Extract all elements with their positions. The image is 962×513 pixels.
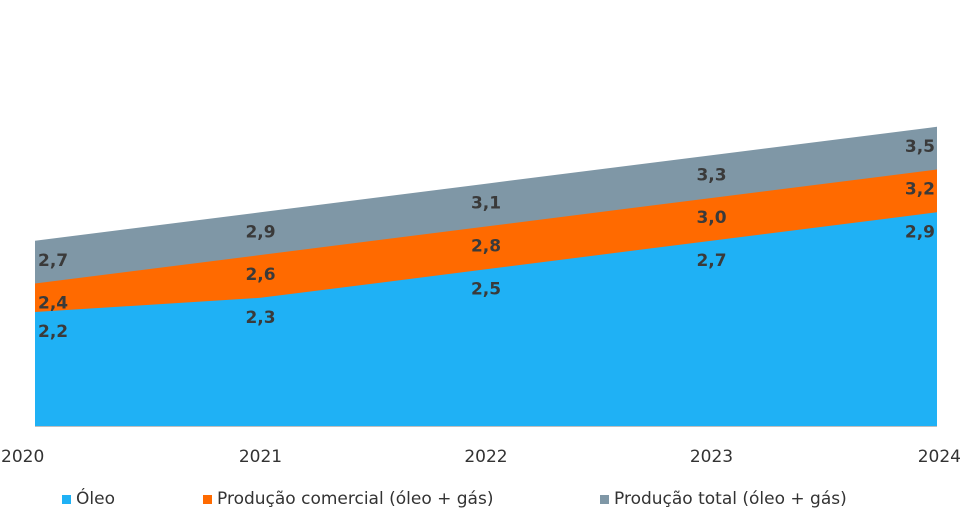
data-label: 3,2 — [905, 180, 935, 200]
x-tick-label: 2021 — [239, 447, 282, 467]
area-chart: 2020 2021 2022 2023 2024 2,7 2,9 3,1 3,3 3,5 2,4 2… — [1, 126, 961, 467]
data-label: 2,4 — [38, 294, 68, 314]
data-label: 2,7 — [696, 251, 726, 271]
legend-item-oleo: Óleo — [62, 489, 115, 509]
x-tick-label: 2024 — [918, 447, 961, 467]
data-label: 2,9 — [245, 222, 275, 242]
x-tick-label: 2022 — [464, 447, 507, 467]
legend-item-producao-comercial: Produção comercial (óleo + gás) — [203, 489, 493, 509]
data-label: 2,6 — [245, 265, 275, 285]
legend-swatch-producao-total — [600, 494, 609, 504]
legend-item-producao-total: Produção total (óleo + gás) — [600, 489, 847, 509]
data-label: 3,5 — [905, 137, 935, 157]
legend-swatch-oleo — [62, 494, 71, 504]
legend-label-oleo: Óleo — [76, 489, 115, 509]
data-label: 2,3 — [245, 308, 275, 328]
data-label: 2,7 — [38, 251, 68, 271]
data-label: 2,8 — [471, 237, 501, 257]
x-tick-label: 2023 — [690, 447, 733, 467]
x-tick-label: 2020 — [1, 447, 44, 467]
legend: Óleo Produção comercial (óleo + gás) Pro… — [0, 485, 962, 513]
data-label: 2,9 — [905, 222, 935, 242]
data-label: 2,2 — [38, 322, 68, 342]
data-label: 3,3 — [696, 165, 726, 185]
legend-label-producao-total: Produção total (óleo + gás) — [614, 489, 847, 509]
data-label: 3,0 — [696, 208, 726, 228]
data-label: 2,5 — [471, 279, 501, 299]
area-series-2 — [35, 212, 937, 426]
data-label: 3,1 — [471, 194, 501, 214]
legend-label-producao-comercial: Produção comercial (óleo + gás) — [217, 489, 494, 509]
legend-swatch-producao-comercial — [203, 494, 212, 504]
